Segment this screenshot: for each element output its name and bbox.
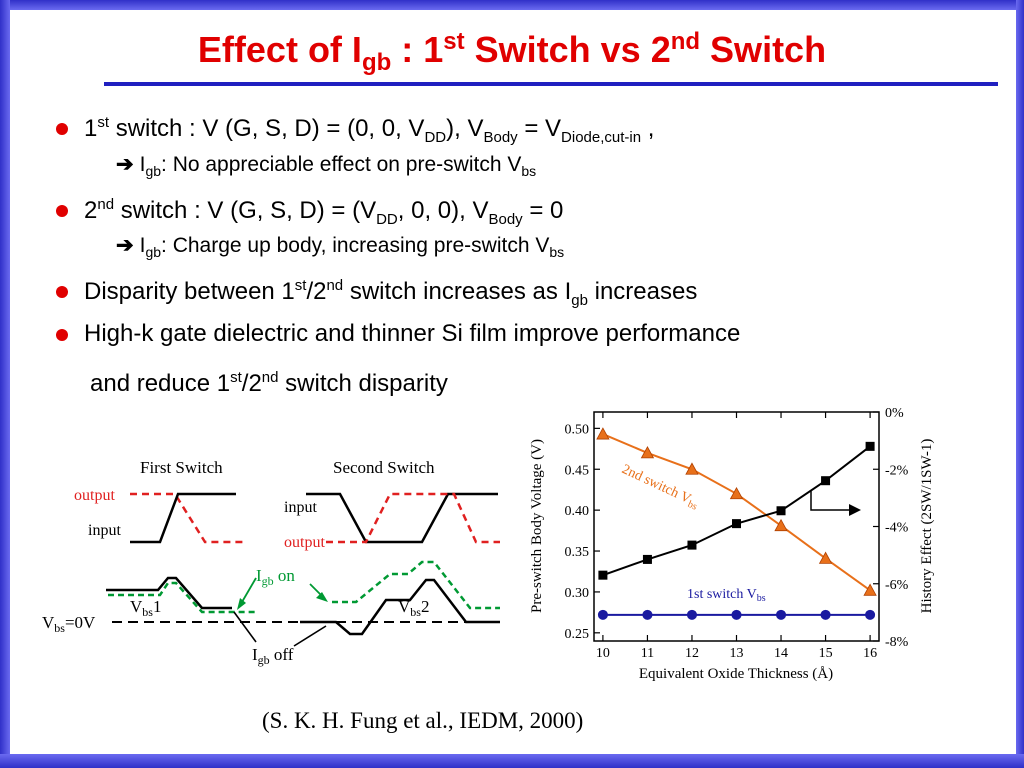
body-voltage-chart: 10 11 12 13 14 15 16 0.25 0.30 0.35 0.40 0.45 0.50 0%… [529, 406, 935, 682]
bullet-2-subline: ➔ Igb: Charge up body, increasing pre-swi… [116, 234, 565, 261]
data-point-square [732, 519, 741, 529]
y-tick-label: 0.40 [565, 504, 590, 519]
citation: (S. K. H. Fung et al., IEDM, 2000) [262, 708, 584, 733]
slide-left-border [0, 0, 10, 768]
right-arrow-icon: ➔ [116, 234, 134, 257]
data-point-circle [597, 609, 608, 620]
bullet-dot [56, 286, 68, 298]
slide-right-border [1016, 0, 1024, 768]
data-point-square [821, 476, 831, 486]
igb-off-arrow-left [233, 611, 257, 643]
y-tick-label: 0.45 [565, 463, 590, 478]
data-point-square [642, 554, 652, 564]
bullet-2-text: 2nd switch : V (G, S, D) = (VDD, 0, 0), … [84, 196, 564, 228]
y2-tick-label: -2% [885, 463, 909, 478]
data-point-circle [776, 609, 787, 620]
data-point-circle [820, 609, 831, 620]
bullet-4-text: High-k gate dielectric and thinner Si fi… [84, 320, 741, 347]
y2-tick-label: -8% [885, 635, 909, 650]
series-label-1st-switch: 1st switch Vbs [687, 587, 766, 604]
vbs1-igb-on-waveform [108, 581, 258, 614]
output-label: output [74, 487, 115, 504]
x-tick-label: 15 [819, 646, 833, 661]
output-label-2: output [284, 534, 325, 551]
igb-on-arrow-left-head [237, 598, 246, 610]
data-point-triangle [774, 518, 788, 532]
data-point-triangle [863, 583, 877, 596]
data-point-circle [686, 609, 697, 620]
history-effect-axis-arrow [810, 490, 851, 511]
x-tick-label: 13 [730, 646, 744, 661]
second-switch-label: Second Switch [333, 458, 435, 477]
x-tick-label: 10 [596, 646, 610, 661]
history-effect-axis-arrow-head [849, 504, 861, 516]
title-underline [104, 82, 998, 86]
chart-x-axis-label: Equivalent Oxide Thickness (Å) [639, 666, 833, 682]
y-tick-label: 0.50 [565, 422, 590, 437]
y-tick-label: 0.35 [565, 545, 590, 560]
switching-waveform-diagram: First Switch Second Switch output input … [42, 458, 500, 667]
bullet-4-continuation: and reduce 1st/2nd switch disparity [90, 369, 448, 397]
vbs0-label: Vbs=0V [42, 613, 96, 635]
right-arrow-icon: ➔ [116, 153, 134, 176]
y2-tick-label: -6% [885, 578, 909, 593]
bullet-3-text: Disparity between 1st/2nd switch increas… [84, 277, 698, 309]
first-input-waveform [130, 492, 236, 544]
data-point-circle [731, 609, 742, 620]
bullet-1-text: 1st switch : V (G, S, D) = (0, 0, VDD), … [84, 114, 655, 146]
bullet-dot [56, 205, 68, 217]
y-tick-label: 0.30 [565, 586, 590, 601]
data-point-circle [642, 609, 653, 620]
input-label-2: input [284, 499, 317, 516]
data-point-triangle [640, 446, 655, 459]
igb-on-arrow-left [241, 577, 257, 603]
data-point-square [598, 570, 608, 580]
data-point-square [865, 441, 875, 451]
data-point-triangle [685, 462, 699, 475]
y2-tick-label: 0% [885, 406, 904, 421]
bullet-dot [56, 123, 68, 135]
chart-y-axis-label: Pre-switch Body Voltage (V) [529, 439, 545, 613]
igb-off-label: Igb off [252, 645, 294, 667]
vbs2-waveform [300, 578, 500, 636]
vbs2-label: Vbs2 [398, 597, 429, 619]
second-input-waveform [306, 492, 498, 544]
bullet-dot [56, 329, 68, 341]
slide-bottom-border [0, 754, 1024, 768]
first-output-waveform [130, 492, 246, 544]
y2-tick-label: -4% [885, 521, 909, 536]
igb-on-arrow-right-head [316, 592, 328, 602]
x-tick-label: 16 [863, 646, 877, 661]
first-switch-label: First Switch [140, 458, 223, 477]
data-point-triangle [596, 427, 610, 440]
bullet-1-subline: ➔ Igb: No appreciable effect on pre-switc… [116, 153, 537, 180]
vbs1-waveform [106, 576, 232, 610]
second-output-waveform [326, 492, 500, 544]
data-point-triangle [729, 486, 744, 500]
slide-title: Effect of Igb : 1st Switch vs 2nd Switch [197, 28, 827, 77]
data-point-circle [865, 609, 876, 620]
x-tick-label: 11 [641, 646, 654, 661]
data-point-square [687, 540, 697, 550]
data-point-square [776, 506, 786, 516]
input-label: input [88, 522, 121, 539]
chart-y2-axis-label: History Effect (2SW/1SW-1) [919, 439, 935, 614]
vbs2-igb-on-waveform [332, 560, 500, 610]
slide-top-border [0, 0, 1024, 10]
igb-on-label: Igb on [256, 566, 295, 588]
vbs1-label: Vbs1 [130, 597, 161, 619]
x-tick-label: 14 [774, 646, 788, 661]
igb-off-arrow-right [293, 625, 327, 647]
x-tick-label: 12 [685, 646, 699, 661]
data-point-triangle [818, 551, 833, 564]
y-tick-label: 0.25 [565, 627, 590, 642]
